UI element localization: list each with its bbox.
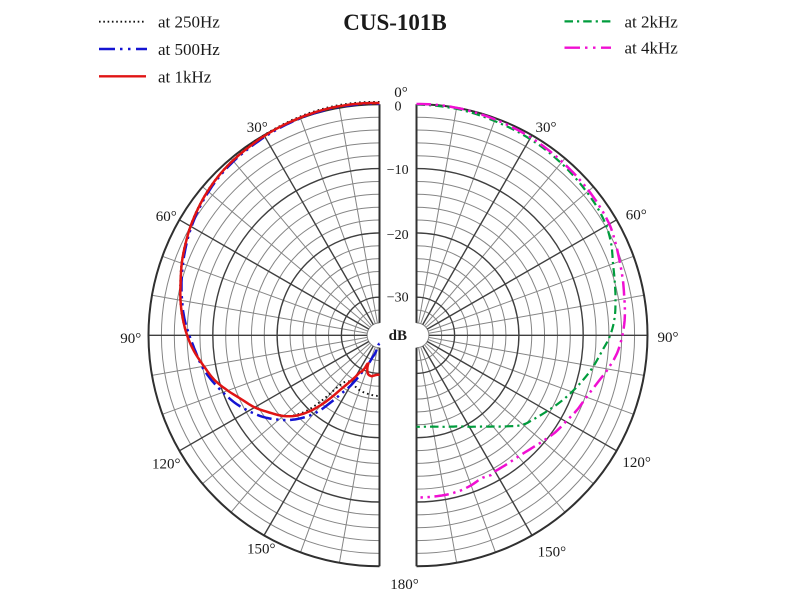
svg-text:−30: −30 xyxy=(387,290,409,305)
svg-text:CUS-101B: CUS-101B xyxy=(343,10,447,35)
svg-text:at 4kHz: at 4kHz xyxy=(625,39,679,58)
svg-text:90°: 90° xyxy=(120,331,141,347)
svg-text:0: 0 xyxy=(395,100,402,115)
svg-text:at 1kHz: at 1kHz xyxy=(158,67,212,86)
svg-text:0°: 0° xyxy=(394,85,408,101)
svg-text:120°: 120° xyxy=(622,455,651,471)
svg-text:120°: 120° xyxy=(152,456,181,472)
svg-text:dB: dB xyxy=(389,328,407,344)
svg-text:60°: 60° xyxy=(626,208,647,224)
svg-text:at 2kHz: at 2kHz xyxy=(625,12,679,31)
svg-text:−10: −10 xyxy=(387,163,409,178)
svg-text:at 250Hz: at 250Hz xyxy=(158,13,220,32)
svg-text:60°: 60° xyxy=(156,209,177,225)
svg-text:150°: 150° xyxy=(247,542,276,558)
svg-text:at 500Hz: at 500Hz xyxy=(158,40,220,59)
svg-text:150°: 150° xyxy=(538,545,567,561)
svg-text:−20: −20 xyxy=(387,228,409,243)
svg-text:90°: 90° xyxy=(658,330,679,346)
svg-text:180°: 180° xyxy=(390,577,419,593)
svg-text:30°: 30° xyxy=(247,120,268,136)
svg-text:30°: 30° xyxy=(536,120,557,136)
